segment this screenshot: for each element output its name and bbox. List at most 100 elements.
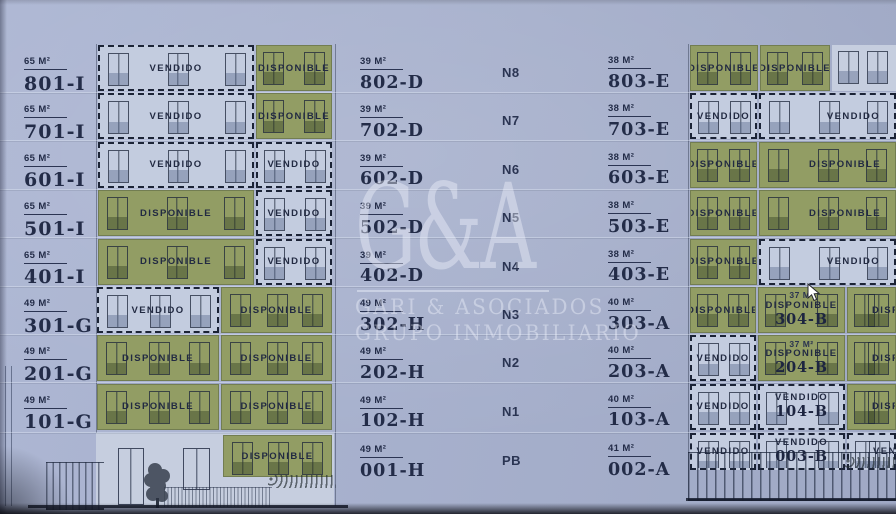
unit-tile[interactable]: DISPONIBLE [847,335,896,382]
window-icon [108,149,129,183]
window-icon [225,101,246,135]
unit-area-label: 38 M² [608,249,651,263]
window-icon [108,101,129,135]
unit-area-label: 40 M² [608,345,651,360]
left-building-elevation [96,44,336,506]
left-ground-line [28,505,348,508]
window-icon [166,245,188,279]
floor-number-label: N6 [502,161,520,177]
unit-tile[interactable]: DISPONIBLE [256,45,332,91]
unit-status-label: DISPONIBLE [241,450,314,462]
window-icon [108,53,129,86]
unit-area-label: 49 M² [360,444,403,458]
unit-tile[interactable]: VENDIDO 104-B [758,383,845,430]
unit-code-label: 402-D [360,266,424,287]
unit-status-label: VENDIDO [696,401,750,413]
unit-area-label: 49 M² [360,395,403,409]
window-icon [767,52,788,85]
window-icon [819,101,840,135]
floor-separator-line [0,237,896,239]
window-icon [697,245,718,279]
window-icon [305,149,326,183]
unit-tile[interactable]: VENDIDO [690,93,757,140]
unit-status-label: VENDIDO [149,110,203,122]
window-icon [817,342,838,376]
unit-tile[interactable]: VENDIDO [759,93,896,140]
unit-status-label: VENDIDO [267,159,321,171]
unit-tile[interactable]: DISPONIBLE [690,45,758,91]
unit-status-label: DISPONIBLE [121,352,195,364]
unit-tile[interactable]: VENDIDO [690,383,756,430]
unit-code-label: 401-I [24,266,86,289]
unit-tile[interactable]: VENDIDO [690,335,756,382]
window-icon [263,52,284,85]
unit-status-label: DISPONIBLE [240,401,313,413]
mid-right-unit-label: 38 M² 403-E [608,244,670,285]
unit-tile[interactable]: DISPONIBLE [97,383,219,430]
unit-status-label: DISPONIBLE [808,159,881,171]
window-icon [698,391,719,425]
unit-status-label: DISPONIBLE [139,207,213,219]
unit-status-label: VENDIDO [696,352,750,364]
window-icon [818,148,839,182]
unit-status-label: DISPONIBLE [257,62,331,74]
unit-tile[interactable]: VENDIDO [256,190,332,237]
unit-tile[interactable]: VENDIDO [98,93,254,140]
unit-tile[interactable]: VENDIDO [256,141,332,188]
unit-tile[interactable]: VENDIDO [98,45,254,91]
ground-window-icon [183,448,210,490]
unit-tile[interactable]: VENDIDO [759,238,896,285]
unit-tile[interactable]: DISPONIBLE [690,190,757,237]
unit-tile[interactable]: DISPONIBLE [690,238,757,285]
unit-area-label: 65 M² [24,201,67,216]
unit-code-label: 503-E [608,216,671,237]
unit-tile[interactable]: VENDIDO [97,287,219,333]
floor-separator-line [0,382,896,384]
unit-tile[interactable]: DISPONIBLE [221,287,332,333]
unit-status-label: VENDIDO [267,207,321,219]
unit-status-label: VENDIDO [774,436,829,448]
window-icon [302,294,323,327]
unit-tile[interactable]: DISPONIBLE [759,141,896,188]
unit-tile[interactable]: DISPONIBLE [221,335,332,382]
mid-left-unit-label: 49 M² 001-H [360,439,425,481]
unit-area-label: 49 M² [360,298,403,312]
window-icon [264,246,285,280]
window-icon [765,294,786,327]
window-icon [730,101,751,135]
right-ground-line [686,498,896,501]
window-icon [729,148,750,182]
unit-area-label: 38 M² [608,103,651,118]
unit-tile[interactable]: DISPONIBLE [760,45,830,91]
unit-tile[interactable]: DISPONIBLE [97,335,219,382]
unit-tile[interactable]: 37 M² DISPONIBLE 204-B [758,335,845,382]
unit-tile[interactable]: DISPONIBLE [221,383,332,430]
unit-tile[interactable]: DISPONIBLE [98,190,254,237]
unit-tile[interactable]: 37 M² DISPONIBLE 304-B [758,287,845,333]
window-icon [302,390,323,424]
unit-code-label: 803-E [608,71,671,92]
window-icon [854,342,875,376]
unit-tile[interactable]: VENDIDO [98,141,254,188]
unit-status-label: DISPONIBLE [760,62,830,74]
unit-tile[interactable]: DISPONIBLE [690,287,756,333]
window-icon [867,246,888,280]
unit-tile[interactable]: DISPONIBLE [98,238,254,285]
unit-tile[interactable]: DISPONIBLE [759,190,896,237]
window-icon [768,197,789,231]
unit-tile[interactable]: DISPONIBLE [256,93,332,140]
window-icon [267,294,288,327]
unit-tile[interactable]: DISPONIBLE [847,383,896,430]
unit-tile[interactable]: DISPONIBLE [690,141,757,188]
mid-left-unit-label: 39 M² 702-D [360,99,424,141]
unit-area-label: 38 M² [608,200,651,215]
unit-tile[interactable]: DISPONIBLE [847,287,896,333]
unit-status-label: VENDIDO [131,304,185,316]
window-icon [268,442,289,475]
unit-tile[interactable]: VENDIDO [256,238,332,285]
window-icon [225,53,246,86]
unit-area-label: 38 M² [608,152,651,166]
unit-tile[interactable]: DISPONIBLE [223,435,332,477]
unit-code-label: 201-G [24,362,93,385]
window-icon [854,294,875,327]
